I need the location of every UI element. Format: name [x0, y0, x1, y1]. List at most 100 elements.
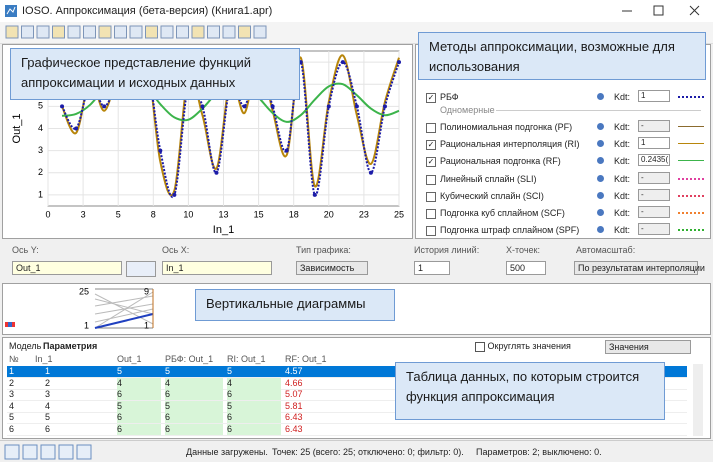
kdt-input[interactable]: 1: [638, 90, 670, 102]
toolbar-button[interactable]: [207, 25, 220, 39]
separator: [496, 110, 701, 111]
y-tick-label: 5: [38, 101, 43, 111]
table-cell: 5.81: [285, 400, 303, 411]
toolbar-button[interactable]: [21, 25, 34, 39]
kdt-input[interactable]: 1: [638, 137, 670, 150]
xpoints-spin[interactable]: 500: [506, 261, 546, 275]
settings-icon[interactable]: [597, 191, 604, 199]
swap-button[interactable]: [126, 261, 156, 277]
toolbar-button[interactable]: [191, 25, 205, 39]
line-sample: [678, 126, 704, 127]
kdt-input[interactable]: 0.2435(: [638, 154, 670, 167]
table-cell: 5: [117, 400, 161, 412]
history-spin[interactable]: 1: [414, 261, 450, 275]
toolbar-button[interactable]: [67, 25, 81, 39]
line-sample: [678, 194, 704, 197]
kdt-label: Kdt:: [614, 173, 631, 184]
table-cell: 4: [9, 400, 15, 411]
chart-type-select[interactable]: Зависимость: [296, 261, 368, 275]
vertical-diagram: 25 1 9 1: [5, 286, 154, 330]
checkbox[interactable]: ✓: [426, 93, 436, 103]
toolbar-button[interactable]: [222, 25, 236, 39]
line-sample: [678, 177, 704, 180]
checkbox[interactable]: [426, 174, 436, 185]
table-row[interactable]: [7, 378, 687, 390]
axis-x-select[interactable]: In_1: [162, 261, 272, 275]
axis-y-select[interactable]: Out_1: [12, 261, 122, 275]
toolbar-button[interactable]: [145, 25, 158, 39]
mode-select[interactable]: Значения: [605, 340, 691, 354]
column-header: In_1: [35, 354, 53, 364]
x-axis-label: In_1: [213, 224, 234, 236]
toolbar-button[interactable]: [114, 25, 127, 39]
table-cell: 6: [9, 423, 15, 434]
kdt-label: Kdt:: [614, 122, 631, 132]
tab[interactable]: Параметрия: [43, 341, 98, 351]
toolbar-button[interactable]: [52, 25, 65, 39]
table-row[interactable]: [7, 389, 687, 401]
checkbox-label: Округлять значения: [487, 341, 571, 351]
checkbox[interactable]: ✓: [426, 157, 436, 168]
toolbar-button[interactable]: [98, 25, 112, 39]
autoscale-select[interactable]: По результатам интерполяции: [574, 261, 705, 275]
toolbar-button[interactable]: [83, 25, 96, 39]
toolbar-button[interactable]: [36, 25, 50, 39]
table-row[interactable]: [7, 424, 687, 436]
checkbox[interactable]: [426, 191, 436, 202]
window-controls[interactable]: [610, 0, 713, 22]
data-point: [172, 192, 177, 197]
tab[interactable]: Модель: [9, 341, 42, 351]
kdt-label: Kdt:: [614, 208, 631, 218]
settings-icon[interactable]: [597, 157, 604, 165]
settings-icon[interactable]: [597, 226, 604, 234]
kdt-label: Kdt:: [614, 225, 631, 236]
table-cell: 5.07: [285, 389, 303, 399]
x-tick-label: 18: [289, 209, 299, 219]
method-label: Линейный сплайн (SLI): [440, 173, 537, 184]
scrollbar[interactable]: [693, 364, 703, 436]
window-title: IOSO. Аппроксимация (бета-версия) (Книга…: [22, 5, 273, 17]
table-cell: 6.43: [285, 412, 303, 422]
settings-icon[interactable]: [597, 93, 604, 100]
checkbox[interactable]: [426, 226, 436, 237]
table-row[interactable]: [7, 412, 687, 424]
checkbox[interactable]: ✓: [426, 140, 436, 151]
table-cell: 6: [165, 412, 223, 423]
method-label: Полиномиальная подгонка (PF): [440, 122, 573, 132]
y-tick-label: 1: [38, 189, 43, 199]
data-point: [368, 170, 373, 175]
round-checkbox[interactable]: Округлять значения: [475, 341, 571, 352]
kdt-input[interactable]: -: [638, 206, 670, 218]
table-cell: 5: [165, 366, 171, 376]
x-tick-label: 3: [81, 209, 86, 219]
toolbar-icons[interactable]: [0, 22, 280, 43]
checkbox[interactable]: [426, 209, 436, 219]
toolbar-button[interactable]: [253, 25, 267, 39]
status-icons[interactable]: [4, 444, 99, 460]
axis-label: 1: [84, 320, 89, 330]
toolbar-button[interactable]: [129, 25, 143, 39]
method-label: Кубический сплайн (SCI): [440, 190, 544, 201]
data-point: [60, 104, 65, 109]
toolbar-button[interactable]: [5, 25, 19, 39]
settings-icon[interactable]: [597, 123, 604, 130]
toolbar-button[interactable]: [238, 25, 251, 39]
table-row[interactable]: [7, 401, 687, 413]
toolbar-button[interactable]: [160, 25, 174, 39]
data-point: [158, 148, 163, 153]
settings-icon[interactable]: [597, 209, 604, 216]
kdt-input[interactable]: -: [638, 223, 670, 236]
status-text: Параметров: 2; выключено: 0.: [476, 447, 602, 457]
kdt-label: Kdt:: [614, 139, 631, 150]
settings-icon[interactable]: [597, 140, 604, 148]
settings-icon[interactable]: [597, 174, 604, 182]
kdt-input[interactable]: -: [638, 120, 670, 132]
kdt-input[interactable]: -: [638, 188, 670, 201]
table-cell: 4: [227, 377, 281, 389]
table-cell: 5: [227, 366, 233, 376]
method-label: Подгонка штраф сплайном (SPF): [440, 225, 580, 236]
checkbox[interactable]: [426, 123, 436, 133]
toolbar-button[interactable]: [176, 25, 189, 39]
y-axis-label: Out_1: [11, 114, 23, 144]
kdt-input[interactable]: -: [638, 171, 670, 184]
